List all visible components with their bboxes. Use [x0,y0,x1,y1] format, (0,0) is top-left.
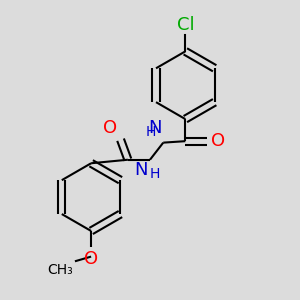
Text: O: O [103,119,117,137]
Text: O: O [84,250,98,268]
Text: CH₃: CH₃ [48,263,74,277]
Text: N: N [134,161,148,179]
Text: Cl: Cl [176,16,194,34]
Text: N: N [148,119,162,137]
Text: O: O [211,132,225,150]
Text: H: H [150,167,160,181]
Text: H: H [146,124,156,139]
